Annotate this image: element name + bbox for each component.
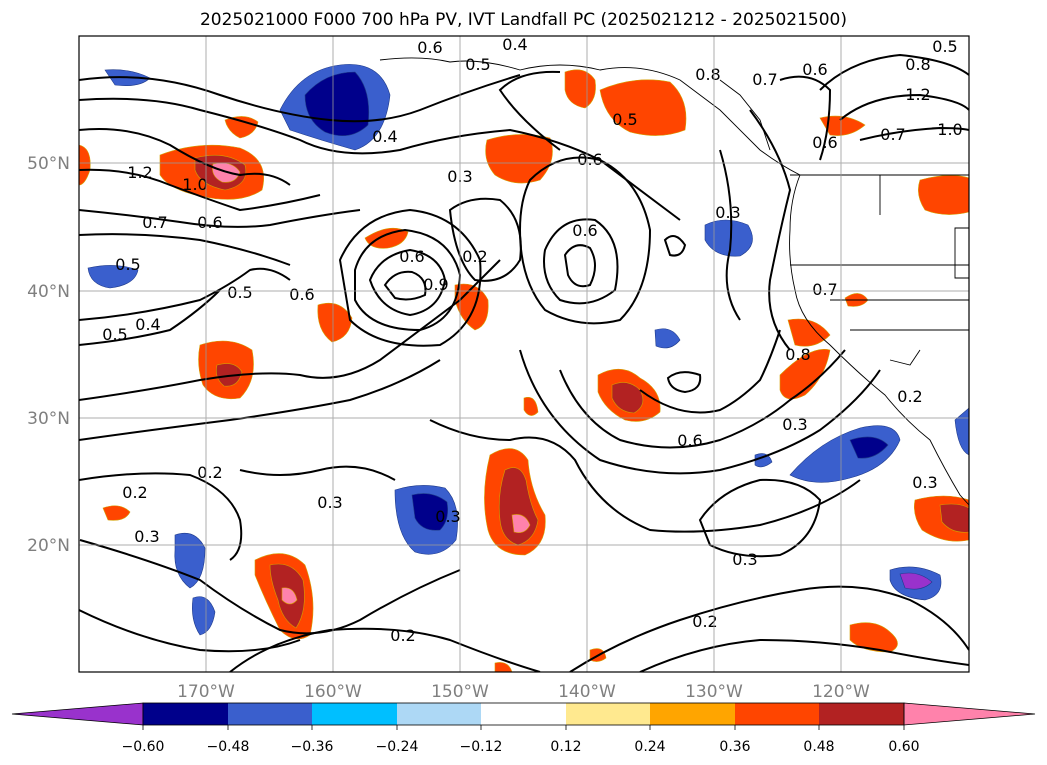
colorbar-tick-label: −0.12 [460, 739, 503, 755]
contour-label: 0.2 [897, 387, 922, 406]
contour-label: 0.5 [932, 37, 957, 56]
lon-tick-label: 160°W [304, 682, 362, 702]
lon-tick-label: 120°W [812, 682, 870, 702]
colorbar-tick-label: 0.36 [719, 739, 750, 755]
contour-label: 0.8 [785, 345, 810, 364]
contour-label: 0.8 [695, 65, 720, 84]
colorbar-max-extend [903, 702, 1036, 726]
contour-label: 0.5 [115, 255, 140, 274]
contour-label: 0.5 [227, 283, 252, 302]
contour-labels: 0.6 0.5 0.4 0.8 0.7 0.6 1.0 1.2 0.5 0.8 … [102, 35, 962, 645]
lon-tick-label: 130°W [685, 682, 743, 702]
contour-label: 0.7 [812, 280, 837, 299]
contour-label: 1.0 [937, 120, 962, 139]
lon-tick-label: 170°W [177, 682, 235, 702]
lon-tick-label: 140°W [558, 682, 616, 702]
contour-label: 1.0 [182, 175, 207, 194]
contour-label: 0.2 [390, 626, 415, 645]
contour-label: 0.3 [732, 550, 757, 569]
contour-label: 0.3 [782, 415, 807, 434]
contour-label: 0.6 [289, 285, 314, 304]
colorbar-segment [566, 703, 650, 725]
contour-label: 0.7 [880, 125, 905, 144]
colorbar-segment [481, 703, 566, 725]
contour-label: 1.2 [127, 163, 152, 182]
contour-label: 0.7 [752, 70, 777, 89]
lat-tick-label: 50°N [27, 154, 70, 174]
colorbar-tick-label: 0.12 [550, 739, 581, 755]
contour-label: 0.4 [372, 127, 397, 146]
contour-label: 0.6 [802, 60, 827, 79]
map-panel: 0.6 0.5 0.4 0.8 0.7 0.6 1.0 1.2 0.5 0.8 … [79, 35, 969, 672]
contour-label: 0.4 [135, 315, 160, 334]
contour-label: 0.8 [905, 55, 930, 74]
contour-label: 0.3 [715, 203, 740, 222]
colorbar-segment [312, 703, 397, 725]
colorbar-segment [819, 703, 904, 725]
contour-label: 0.2 [197, 463, 222, 482]
contour-label: 0.3 [134, 527, 159, 546]
map-title: 2025021000 F000 700 hPa PV, IVT Landfall… [199, 10, 847, 30]
pv-contours [79, 53, 969, 672]
contour-label: 0.3 [435, 507, 460, 526]
contour-label: 0.4 [502, 35, 527, 54]
colorbar-tick-label: −0.48 [207, 739, 250, 755]
lat-tick-label: 30°N [27, 409, 70, 429]
colorbar-segment [143, 703, 228, 725]
contour-label: 0.6 [812, 133, 837, 152]
positive-anomaly-shading [79, 69, 969, 672]
lat-tick-label: 20°N [27, 536, 70, 556]
colorbar-tick-label: −0.36 [291, 739, 334, 755]
colorbar-segment [397, 703, 481, 725]
contour-label: 0.5 [612, 110, 637, 129]
contour-label: 0.6 [197, 213, 222, 232]
contour-label: 0.9 [423, 275, 448, 294]
longitude-labels: 170°W 160°W 150°W 140°W 130°W 120°W [177, 682, 870, 702]
colorbar-min-extend [11, 702, 144, 726]
contour-label: 0.2 [692, 612, 717, 631]
latitude-labels: 50°N 40°N 30°N 20°N [27, 154, 70, 556]
contour-label: 0.2 [462, 247, 487, 266]
colorbar-tick-label: 0.48 [803, 739, 834, 755]
contour-label: 0.7 [142, 213, 167, 232]
contour-label: 0.6 [417, 38, 442, 57]
contour-label: 0.2 [122, 483, 147, 502]
colorbar: −0.60 −0.48 −0.36 −0.24 −0.12 0.12 0.24 … [11, 702, 1036, 755]
coastline-borders [379, 57, 969, 506]
graticule [79, 36, 969, 672]
contour-label: 0.6 [572, 221, 597, 240]
contour-label: 0.5 [102, 325, 127, 344]
colorbar-tick-label: 0.24 [634, 739, 665, 755]
lat-tick-label: 40°N [27, 282, 70, 302]
colorbar-segment [735, 703, 819, 725]
map-frame [78, 35, 970, 673]
contour-label: 0.3 [317, 493, 342, 512]
colorbar-tick-label: −0.60 [122, 739, 165, 755]
contour-label: 0.6 [677, 431, 702, 450]
colorbar-segment [228, 703, 312, 725]
contour-label: 0.3 [912, 473, 937, 492]
colorbar-tick-label: −0.24 [376, 739, 419, 755]
contour-label: 0.6 [399, 247, 424, 266]
contour-label: 1.2 [905, 85, 930, 104]
colorbar-segment [650, 703, 735, 725]
contour-label: 0.5 [465, 55, 490, 74]
contour-label: 0.6 [577, 150, 602, 169]
lon-tick-label: 150°W [431, 682, 489, 702]
colorbar-tick-label: 0.60 [888, 739, 919, 755]
